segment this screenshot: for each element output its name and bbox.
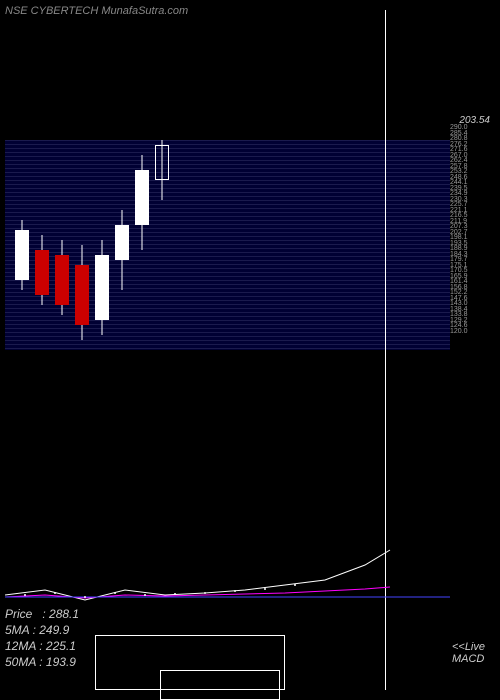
info-subbox-2: [160, 670, 280, 700]
symbol-label: NSE CYBERTECH: [5, 5, 98, 17]
ma5-value: 249.9: [39, 623, 69, 637]
macd-name: MACD: [452, 653, 485, 665]
source-label: MunafaSutra.com: [101, 5, 188, 17]
price-value: 288.1: [49, 607, 79, 621]
ma12-row: 12MA : 225.1: [5, 638, 79, 654]
ma12-value: 225.1: [46, 639, 76, 653]
ma50-row: 50MA : 193.9: [5, 654, 79, 670]
ma5-label: 5MA: [5, 623, 29, 637]
ma12-label: 12MA: [5, 639, 36, 653]
ma50-value: 193.9: [46, 655, 76, 669]
chart-gridlines: [5, 140, 450, 350]
price-axis-labels: 290.0285.4280.8276.2271.6267.0262.4257.8…: [450, 125, 495, 334]
macd-live-label: <<Live MACD: [452, 641, 485, 665]
price-tick-label: 120.0: [450, 329, 495, 335]
price-row: Price : 288.1: [5, 606, 79, 622]
chart-header: NSE CYBERTECH MunafaSutra.com: [5, 5, 188, 17]
price-info-panel: Price : 288.1 5MA : 249.9 12MA : 225.1 5…: [5, 606, 79, 670]
macd-signal-line: [5, 587, 390, 598]
ma5-row: 5MA : 249.9: [5, 622, 79, 638]
price-chart: [5, 25, 450, 405]
price-label: Price: [5, 607, 32, 621]
ma50-label: 50MA: [5, 655, 36, 669]
macd-prefix: <<Live: [452, 641, 485, 653]
macd-main-line: [5, 550, 390, 600]
